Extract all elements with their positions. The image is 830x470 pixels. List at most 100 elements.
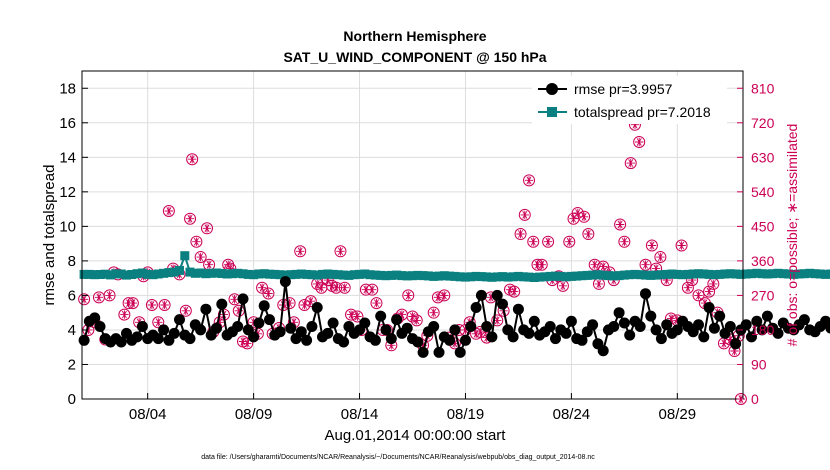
obs-assimilated-marker — [257, 283, 267, 292]
obs-point — [194, 251, 207, 264]
obs-point — [675, 239, 688, 252]
obs-assimilated-marker — [84, 325, 93, 335]
series-layer — [78, 118, 830, 405]
totalspread-marker — [508, 272, 518, 282]
obs-possible-marker — [126, 297, 139, 310]
totalspread-marker — [641, 270, 650, 280]
obs-assimilated-marker — [476, 327, 485, 337]
obs-assimilated-marker — [285, 298, 294, 308]
rmse-marker — [475, 289, 487, 301]
obs-possible-marker — [618, 235, 631, 248]
obs-point — [345, 308, 358, 321]
obs-possible-marker — [508, 285, 521, 298]
rmse-marker — [380, 324, 392, 336]
obs-possible-marker — [410, 314, 423, 327]
obs-possible-marker — [370, 297, 383, 310]
totalspread-marker — [212, 268, 221, 278]
rmse-marker — [460, 334, 471, 346]
y2-tick-label: 90 — [751, 356, 767, 372]
obs-assimilated-marker — [719, 339, 729, 348]
obs-point — [571, 206, 584, 219]
rmse-marker — [391, 314, 403, 326]
totalspread-marker — [349, 270, 359, 280]
totalspread-marker — [725, 269, 735, 279]
rmse-marker — [385, 333, 397, 345]
totalspread-marker — [556, 271, 566, 281]
totalspread-marker — [487, 272, 497, 282]
rmse-marker — [184, 333, 196, 345]
rmse-marker — [306, 321, 318, 332]
totalspread-marker — [778, 269, 788, 279]
obs-possible-marker — [518, 208, 531, 221]
rmse-marker — [454, 346, 466, 358]
rmse-marker — [248, 331, 260, 343]
obs-assimilated-marker — [120, 310, 129, 319]
obs-assimilated-marker — [204, 260, 214, 269]
obs-point — [256, 281, 269, 294]
y2-tick-label: 180 — [751, 322, 775, 338]
rmse-marker — [131, 331, 143, 343]
obs-assimilated-marker — [181, 306, 190, 315]
obs-assimilated-marker — [147, 300, 157, 310]
totalspread-marker — [153, 269, 163, 279]
rmse-marker — [634, 321, 646, 332]
rmse-marker — [136, 321, 148, 332]
rmse-marker — [89, 312, 101, 324]
totalspread-marker — [709, 270, 719, 280]
rmse-marker — [618, 317, 630, 329]
totalspread-marker — [561, 272, 571, 282]
obs-assimilated-marker — [289, 318, 299, 327]
obs-assimilated-marker — [105, 291, 114, 300]
obs-point — [262, 287, 275, 300]
x-tick-label: 08/19 — [447, 406, 485, 423]
obs-assimilated-marker — [677, 241, 686, 250]
obs-assimilated-marker — [188, 155, 197, 164]
totalspread-marker — [604, 271, 613, 281]
totalspread-marker — [132, 269, 142, 279]
obs-possible-marker — [304, 295, 317, 308]
obs-possible-marker — [145, 299, 158, 312]
obs-possible-marker — [571, 206, 584, 219]
totalspread-marker — [95, 270, 105, 279]
rmse-marker — [274, 326, 286, 338]
totalspread-marker — [646, 270, 656, 280]
obs-assimilated-marker — [164, 206, 174, 216]
totalspread-marker — [614, 271, 624, 281]
obs-assimilated-marker — [558, 281, 568, 290]
rmse-marker — [237, 293, 249, 305]
obs-assimilated-marker — [584, 229, 593, 239]
rmse-marker — [311, 302, 323, 313]
obs-point — [508, 285, 521, 298]
totalspread-marker — [175, 265, 184, 275]
totalspread-marker — [704, 269, 714, 279]
rmse-marker — [359, 317, 371, 329]
totalspread-marker — [418, 271, 428, 281]
rmse-marker — [94, 321, 106, 332]
obs-assimilated-marker — [635, 137, 644, 147]
y2-tick-label: 360 — [751, 253, 775, 269]
rmse-marker — [550, 333, 561, 345]
rmse-marker — [751, 315, 763, 327]
rmse-marker — [152, 333, 164, 345]
obs-possible-marker — [200, 222, 213, 235]
obs-point — [518, 208, 531, 221]
obs-assimilated-marker — [620, 237, 629, 246]
totalspread-marker — [137, 268, 147, 278]
rmse-marker — [565, 315, 577, 327]
obs-possible-marker — [298, 299, 311, 312]
totalspread-marker — [519, 272, 529, 282]
obs-point — [681, 281, 694, 294]
obs-assimilated-marker — [185, 214, 195, 223]
totalspread-marker — [127, 270, 137, 279]
obs-assimilated-marker — [709, 279, 718, 289]
y2-tick-label: 540 — [751, 184, 775, 200]
obs-assimilated-marker — [327, 281, 337, 290]
obs-possible-marker — [186, 153, 199, 166]
totalspread-marker — [169, 267, 179, 277]
totalspread-marker — [196, 268, 206, 278]
totalspread-marker — [545, 271, 555, 281]
obs-assimilated-marker — [543, 237, 553, 246]
obs-possible-marker — [633, 135, 646, 148]
obs-point — [563, 235, 576, 248]
totalspread-marker — [466, 272, 476, 282]
